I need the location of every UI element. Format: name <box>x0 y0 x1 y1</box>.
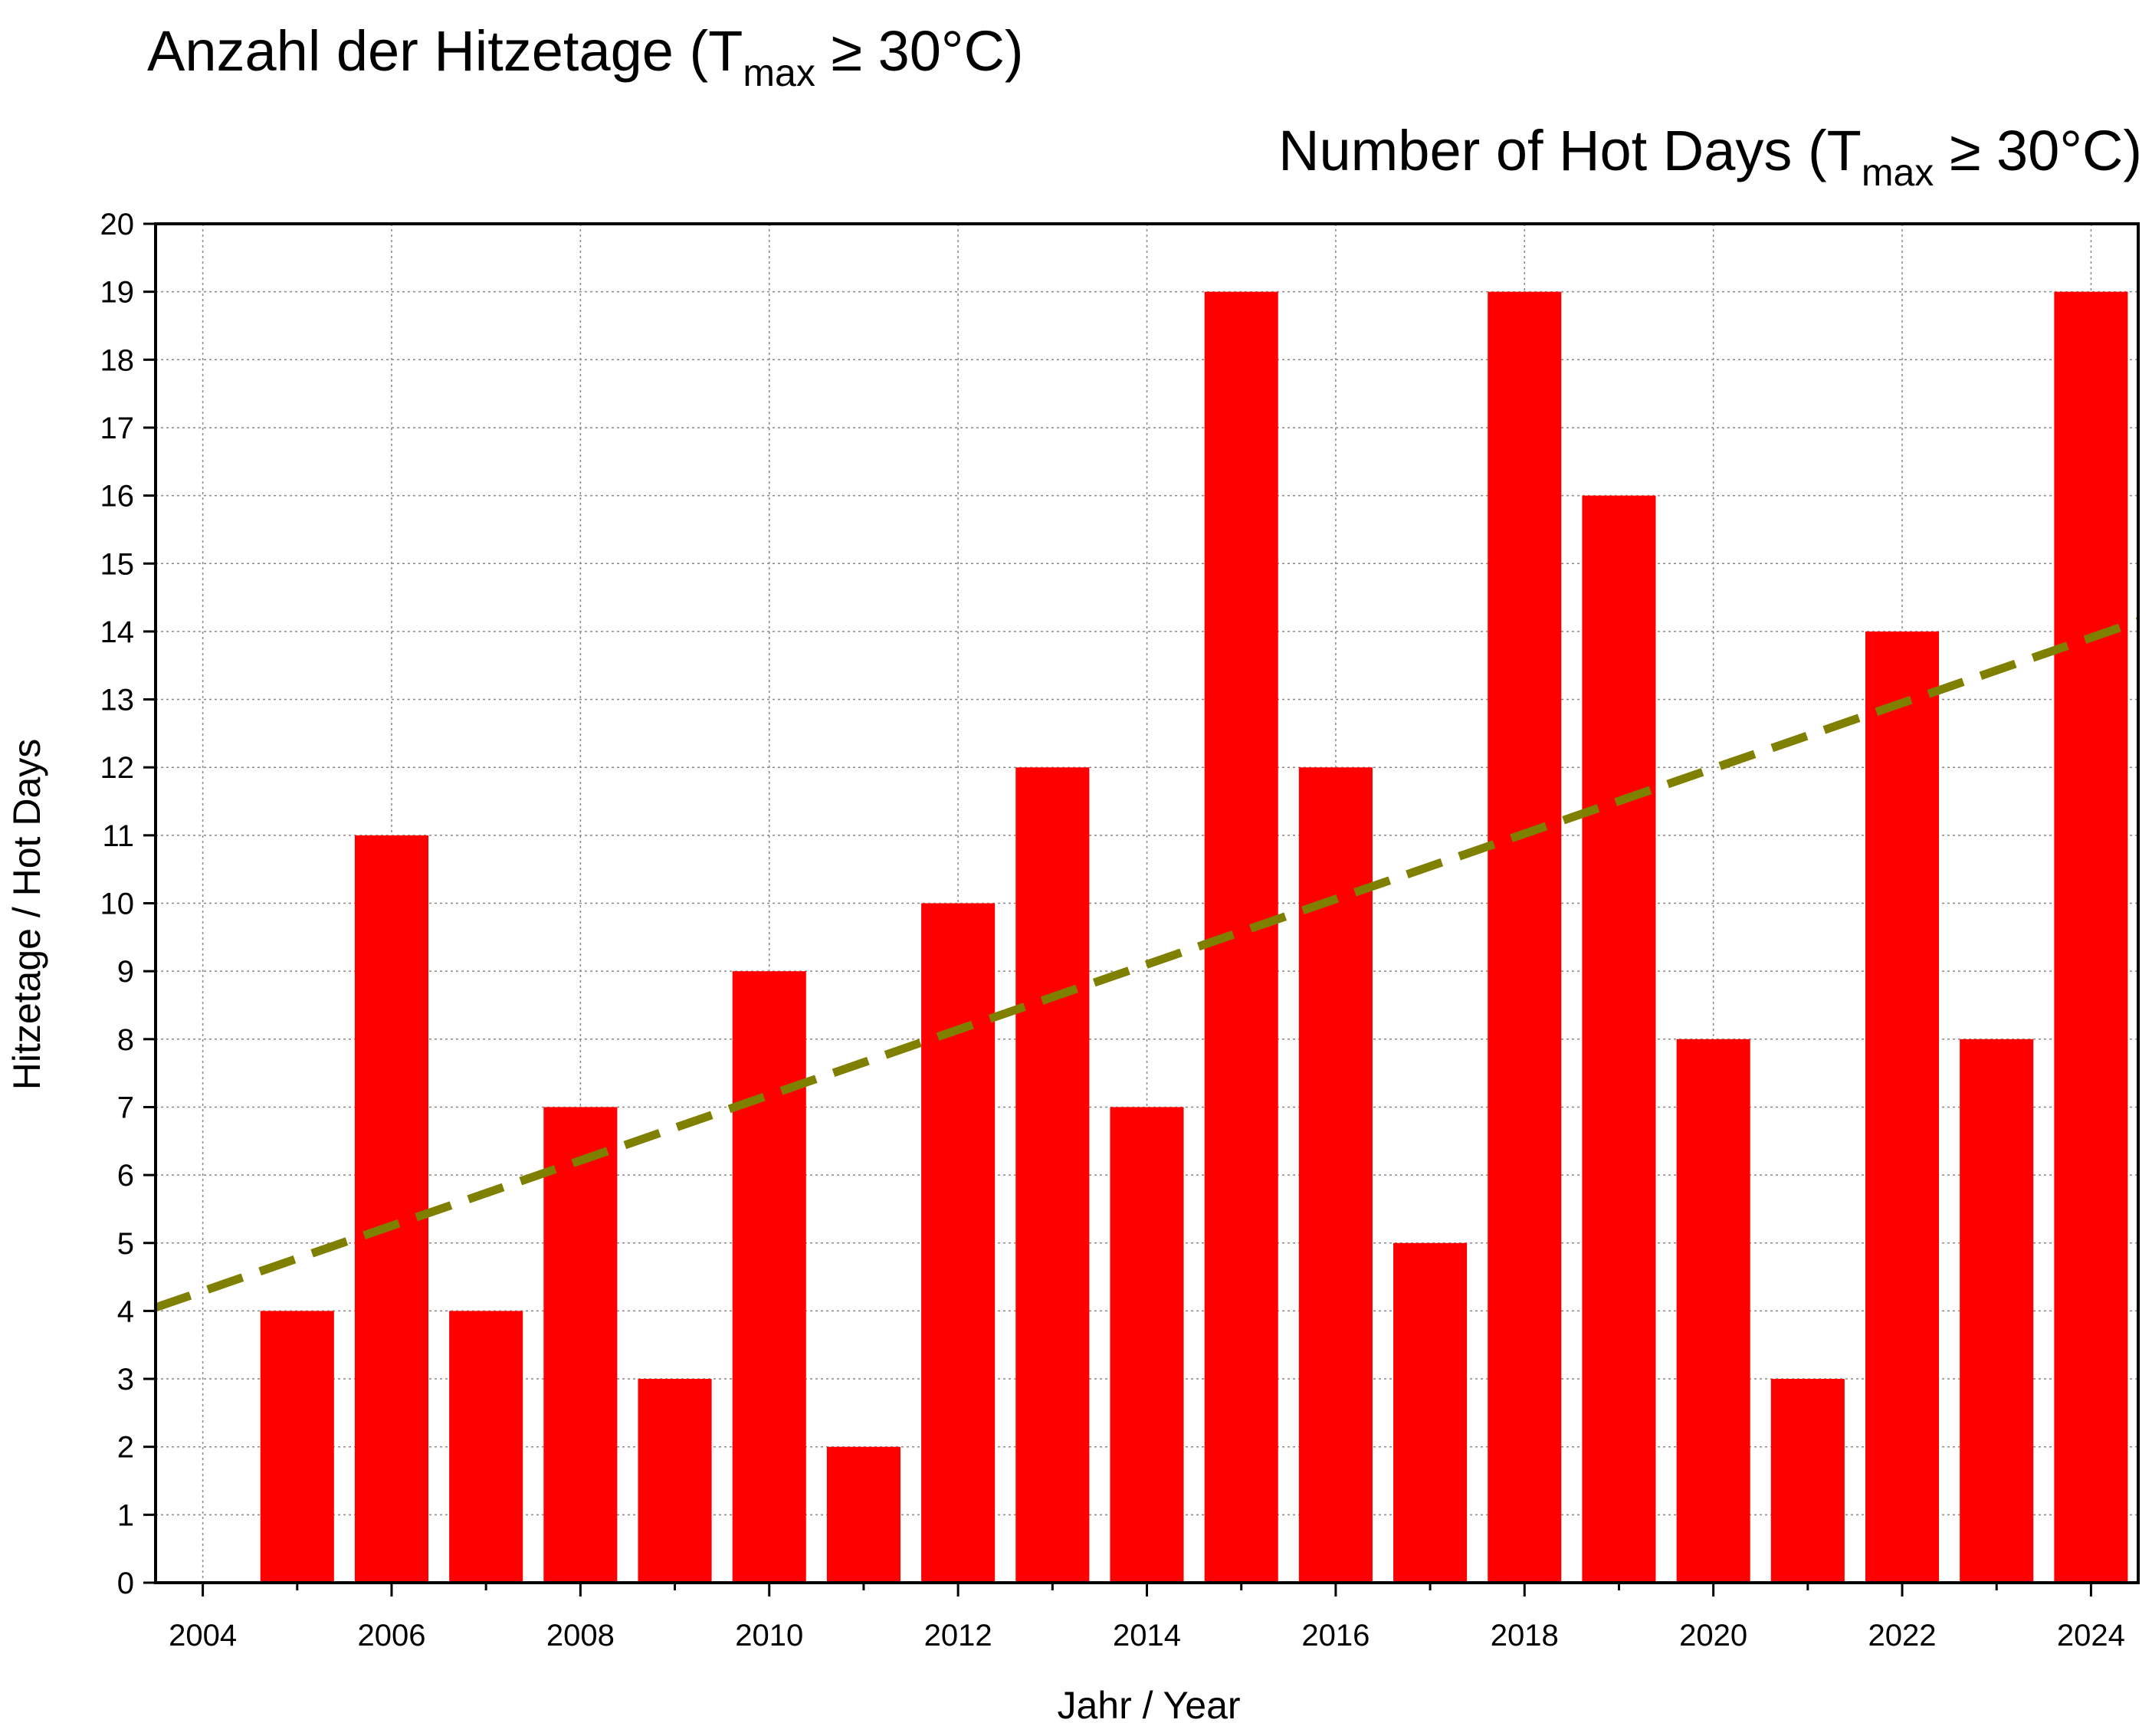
bar-2012 <box>921 903 996 1583</box>
x-tick-label: 2014 <box>1113 1619 1181 1652</box>
bar-2022 <box>1865 631 1940 1583</box>
x-tick-label: 2006 <box>357 1619 425 1652</box>
x-tick-label: 2008 <box>546 1619 615 1652</box>
y-tick-label: 13 <box>100 684 135 717</box>
y-tick-label: 1 <box>117 1498 134 1532</box>
bar-2005 <box>260 1311 334 1583</box>
bar-2008 <box>543 1107 618 1583</box>
y-axis-label: Hitzetage / Hot Days <box>5 739 48 1091</box>
x-tick-label: 2010 <box>735 1619 803 1652</box>
title-german-subscript: max <box>743 51 815 94</box>
x-tick-label: 2022 <box>1868 1619 1937 1652</box>
x-tick-label: 2012 <box>924 1619 992 1652</box>
bar-2006 <box>354 835 429 1583</box>
y-tick-label: 10 <box>100 888 135 921</box>
bar-2019 <box>1582 495 1656 1583</box>
y-tick-label: 4 <box>117 1295 134 1328</box>
bar-2017 <box>1393 1242 1468 1583</box>
trend-line <box>154 617 2140 1312</box>
bar-2011 <box>826 1446 900 1583</box>
bar-2013 <box>1015 767 1090 1583</box>
bar-2021 <box>1770 1379 1845 1583</box>
y-tick-label: 19 <box>100 276 135 310</box>
title-english-suffix: ≥ 30°C) <box>1934 119 2142 182</box>
bar-2018 <box>1488 291 1562 1583</box>
y-tick-label: 14 <box>100 615 135 649</box>
y-tick-label: 6 <box>117 1159 134 1193</box>
x-tick-label: 2016 <box>1301 1619 1370 1652</box>
title-english-subscript: max <box>1862 151 1934 194</box>
bar-2023 <box>1960 1039 2034 1583</box>
y-tick-label: 12 <box>100 751 135 785</box>
y-tick-label: 15 <box>100 547 135 581</box>
bar-2014 <box>1110 1107 1184 1583</box>
y-tick-label: 0 <box>117 1567 134 1600</box>
title-german-prefix: Anzahl der Hitzetage (T <box>147 19 743 83</box>
y-tick-label: 5 <box>117 1227 134 1261</box>
title-english: Number of Hot Days (Tmax ≥ 30°C) <box>1278 119 2142 194</box>
x-tick-label: 2024 <box>2057 1619 2125 1652</box>
y-tick-label: 2 <box>117 1431 134 1465</box>
y-tick-label: 20 <box>100 208 135 241</box>
y-tick-label: 17 <box>100 412 135 445</box>
x-tick-label: 2020 <box>1679 1619 1747 1652</box>
bar-2009 <box>638 1379 712 1583</box>
bar-2010 <box>732 971 806 1583</box>
title-german: Anzahl der Hitzetage (Tmax ≥ 30°C) <box>147 19 1024 94</box>
y-tick-label: 16 <box>100 480 135 514</box>
bar-2007 <box>449 1311 523 1583</box>
bar-2020 <box>1676 1039 1750 1583</box>
axis-ticks <box>143 222 2092 1597</box>
y-tick-label: 18 <box>100 343 135 377</box>
title-english-prefix: Number of Hot Days (T <box>1278 119 1862 182</box>
x-tick-label: 2004 <box>169 1619 237 1652</box>
title-german-suffix: ≥ 30°C) <box>815 19 1024 83</box>
y-tick-label: 7 <box>117 1091 134 1124</box>
y-tick-label: 9 <box>117 955 134 989</box>
y-tick-label: 3 <box>117 1363 134 1396</box>
bars <box>260 291 2128 1583</box>
x-tick-label: 2018 <box>1491 1619 1559 1652</box>
x-tick-labels: 2004 2006 2008 2010 2012 2014 2016 2018 2020 2022… <box>169 1619 2125 1652</box>
trend-line-group <box>154 617 2140 1312</box>
bar-2024 <box>2054 291 2128 1583</box>
y-tick-label: 11 <box>102 819 134 853</box>
x-axis-label: Jahr / Year <box>1057 1684 1240 1727</box>
y-tick-label: 8 <box>117 1023 134 1057</box>
